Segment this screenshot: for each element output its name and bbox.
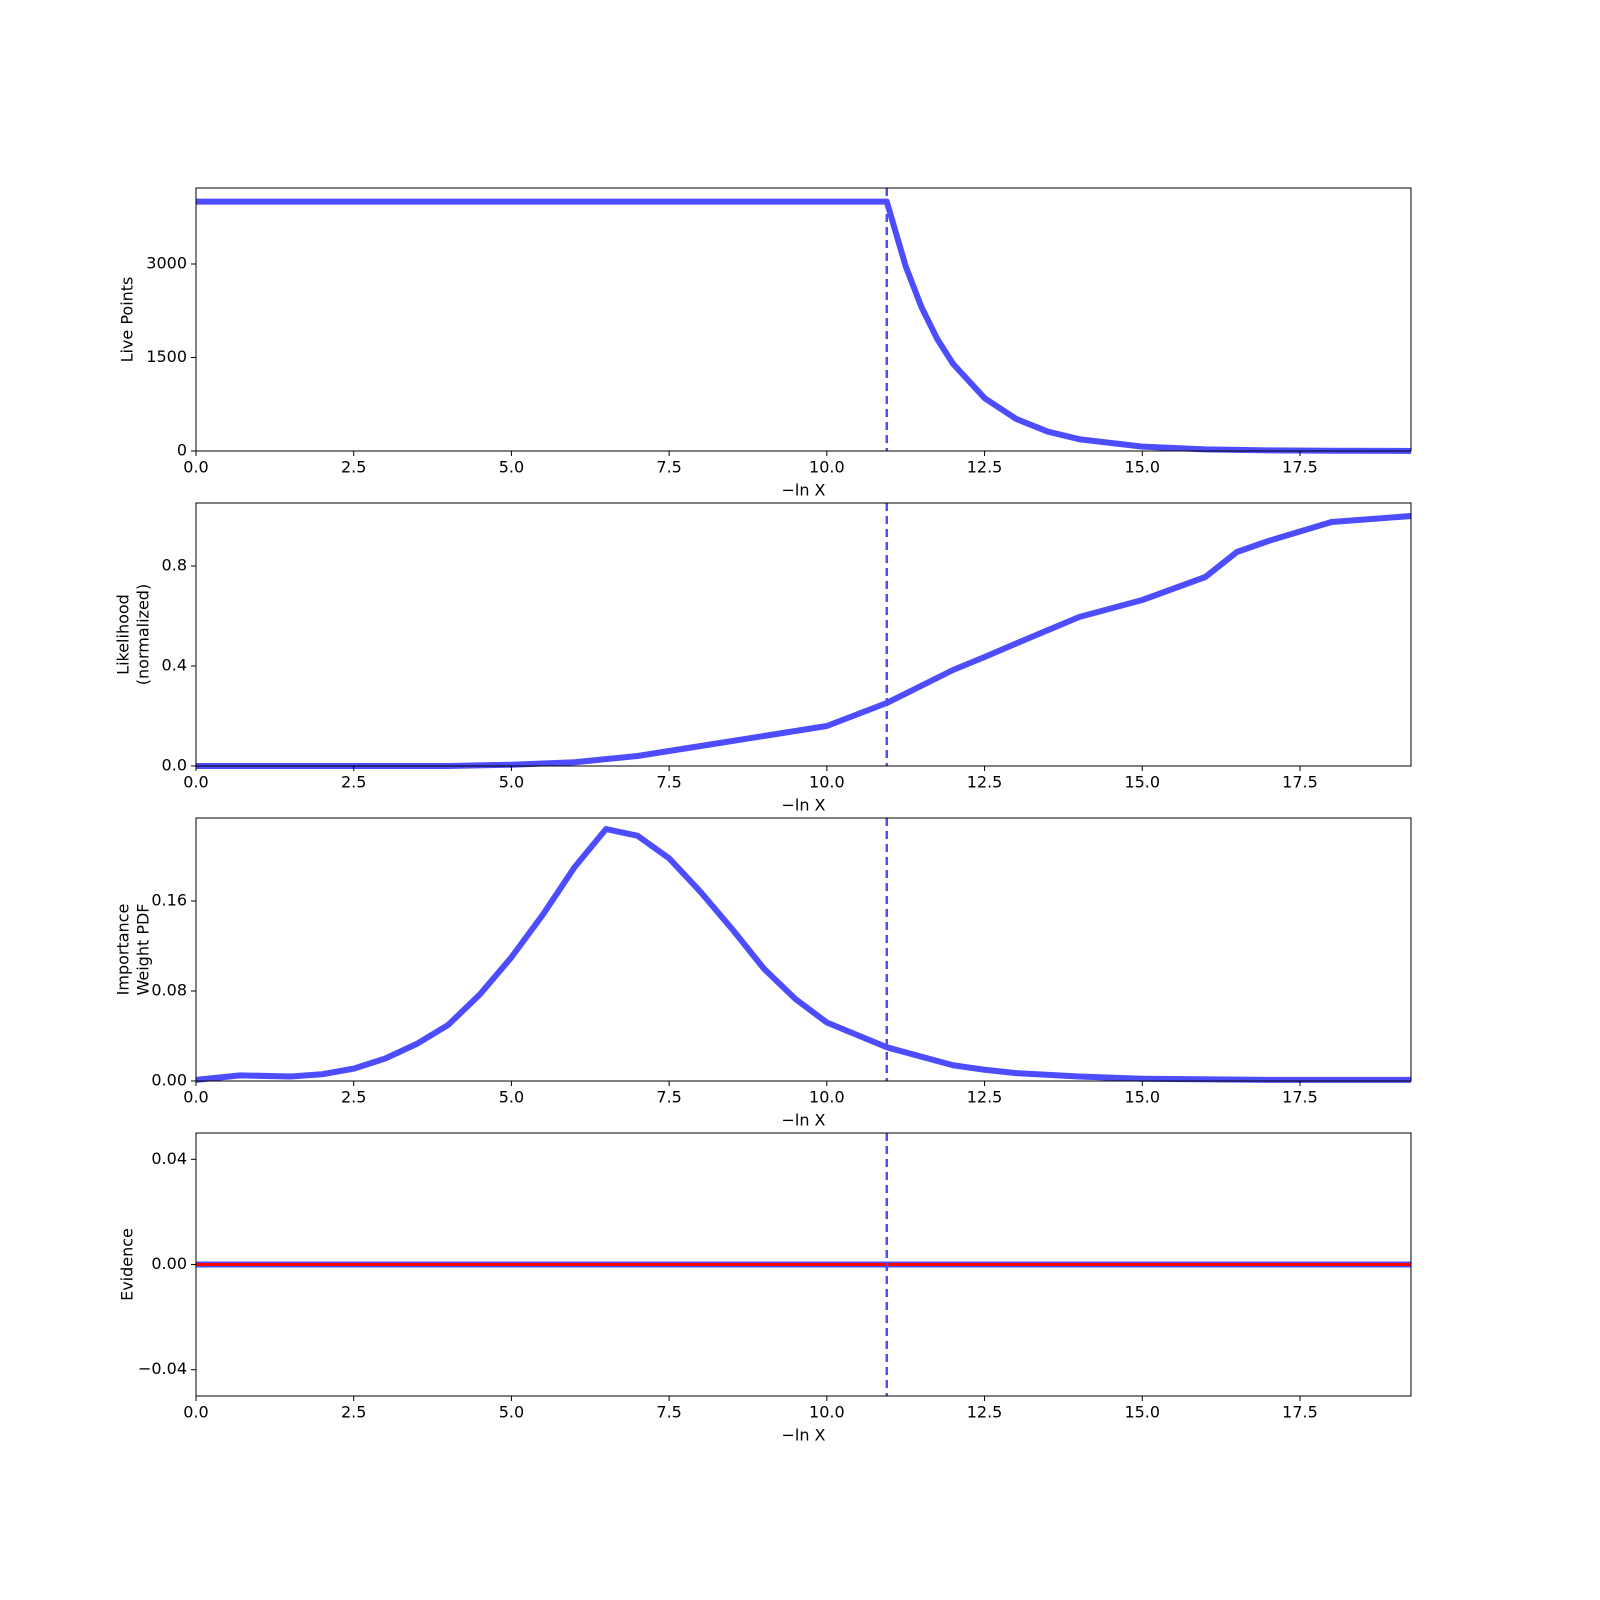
x-tick-label: 10.0 (809, 773, 845, 792)
y-axis-label: Live Points (118, 277, 137, 363)
x-tick-label: 7.5 (656, 1088, 681, 1107)
y-axis-label: (normalized) (134, 584, 153, 685)
x-tick-label: 17.5 (1282, 1403, 1318, 1422)
x-tick-label: 5.0 (499, 1403, 524, 1422)
x-tick-label: 15.0 (1124, 773, 1160, 792)
x-tick-label: 0.0 (183, 458, 208, 477)
y-tick-label: 0.4 (162, 656, 187, 675)
x-axis-label: −ln X (781, 1111, 825, 1130)
axes-frame (195, 187, 1412, 452)
y-tick-label: 3000 (146, 253, 187, 272)
data-line (196, 513, 1412, 769)
axes-frame (195, 502, 1412, 767)
y-tick-label: 0.8 (162, 556, 187, 575)
data-line (195, 826, 1411, 1083)
y-tick-label: 0.08 (151, 981, 187, 1000)
x-tick-label: 15.0 (1124, 1088, 1160, 1107)
x-tick-label: 10.0 (809, 1403, 845, 1422)
y-axis-label: Likelihood (114, 594, 133, 675)
x-tick-label: 15.0 (1124, 1403, 1160, 1422)
x-tick-label: 15.0 (1124, 458, 1160, 477)
axes-frame (195, 817, 1412, 1082)
x-tick-label: 2.5 (341, 1088, 366, 1107)
x-axis-label: −ln X (781, 796, 825, 815)
data-line (196, 198, 1412, 454)
y-tick-label: 0 (177, 441, 187, 460)
y-tick-label: 0.00 (151, 1071, 187, 1090)
y-axis-label: Weight PDF (134, 904, 153, 996)
y-tick-label: 0.04 (151, 1149, 187, 1168)
x-axis-label: −ln X (781, 481, 825, 500)
x-tick-label: 5.0 (499, 1088, 524, 1107)
x-tick-label: 12.5 (967, 1088, 1003, 1107)
x-tick-label: 10.0 (809, 458, 845, 477)
x-tick-label: 10.0 (809, 1088, 845, 1107)
x-tick-label: 5.0 (499, 773, 524, 792)
y-axis-label: Evidence (118, 1228, 137, 1301)
x-tick-label: 17.5 (1282, 773, 1318, 792)
x-tick-label: 0.0 (183, 773, 208, 792)
y-tick-label: 0.0 (162, 756, 187, 775)
x-tick-label: 2.5 (341, 1403, 366, 1422)
x-tick-label: 2.5 (341, 458, 366, 477)
x-tick-label: 0.0 (183, 1088, 208, 1107)
y-axis-label: Importance (114, 904, 133, 996)
x-axis-label: −ln X (781, 1426, 825, 1445)
y-tick-label: −0.04 (138, 1359, 187, 1378)
x-tick-label: 12.5 (967, 458, 1003, 477)
y-tick-label: 0.00 (151, 1254, 187, 1273)
x-tick-label: 7.5 (656, 773, 681, 792)
x-tick-label: 17.5 (1282, 458, 1318, 477)
x-tick-label: 7.5 (656, 1403, 681, 1422)
x-tick-label: 12.5 (967, 773, 1003, 792)
y-tick-label: 0.16 (151, 891, 187, 910)
x-tick-label: 17.5 (1282, 1088, 1318, 1107)
x-tick-label: 2.5 (341, 773, 366, 792)
x-tick-label: 0.0 (183, 1403, 208, 1422)
y-tick-label: 1500 (146, 347, 187, 366)
x-tick-label: 5.0 (499, 458, 524, 477)
x-tick-label: 7.5 (656, 458, 681, 477)
x-tick-label: 12.5 (967, 1403, 1003, 1422)
